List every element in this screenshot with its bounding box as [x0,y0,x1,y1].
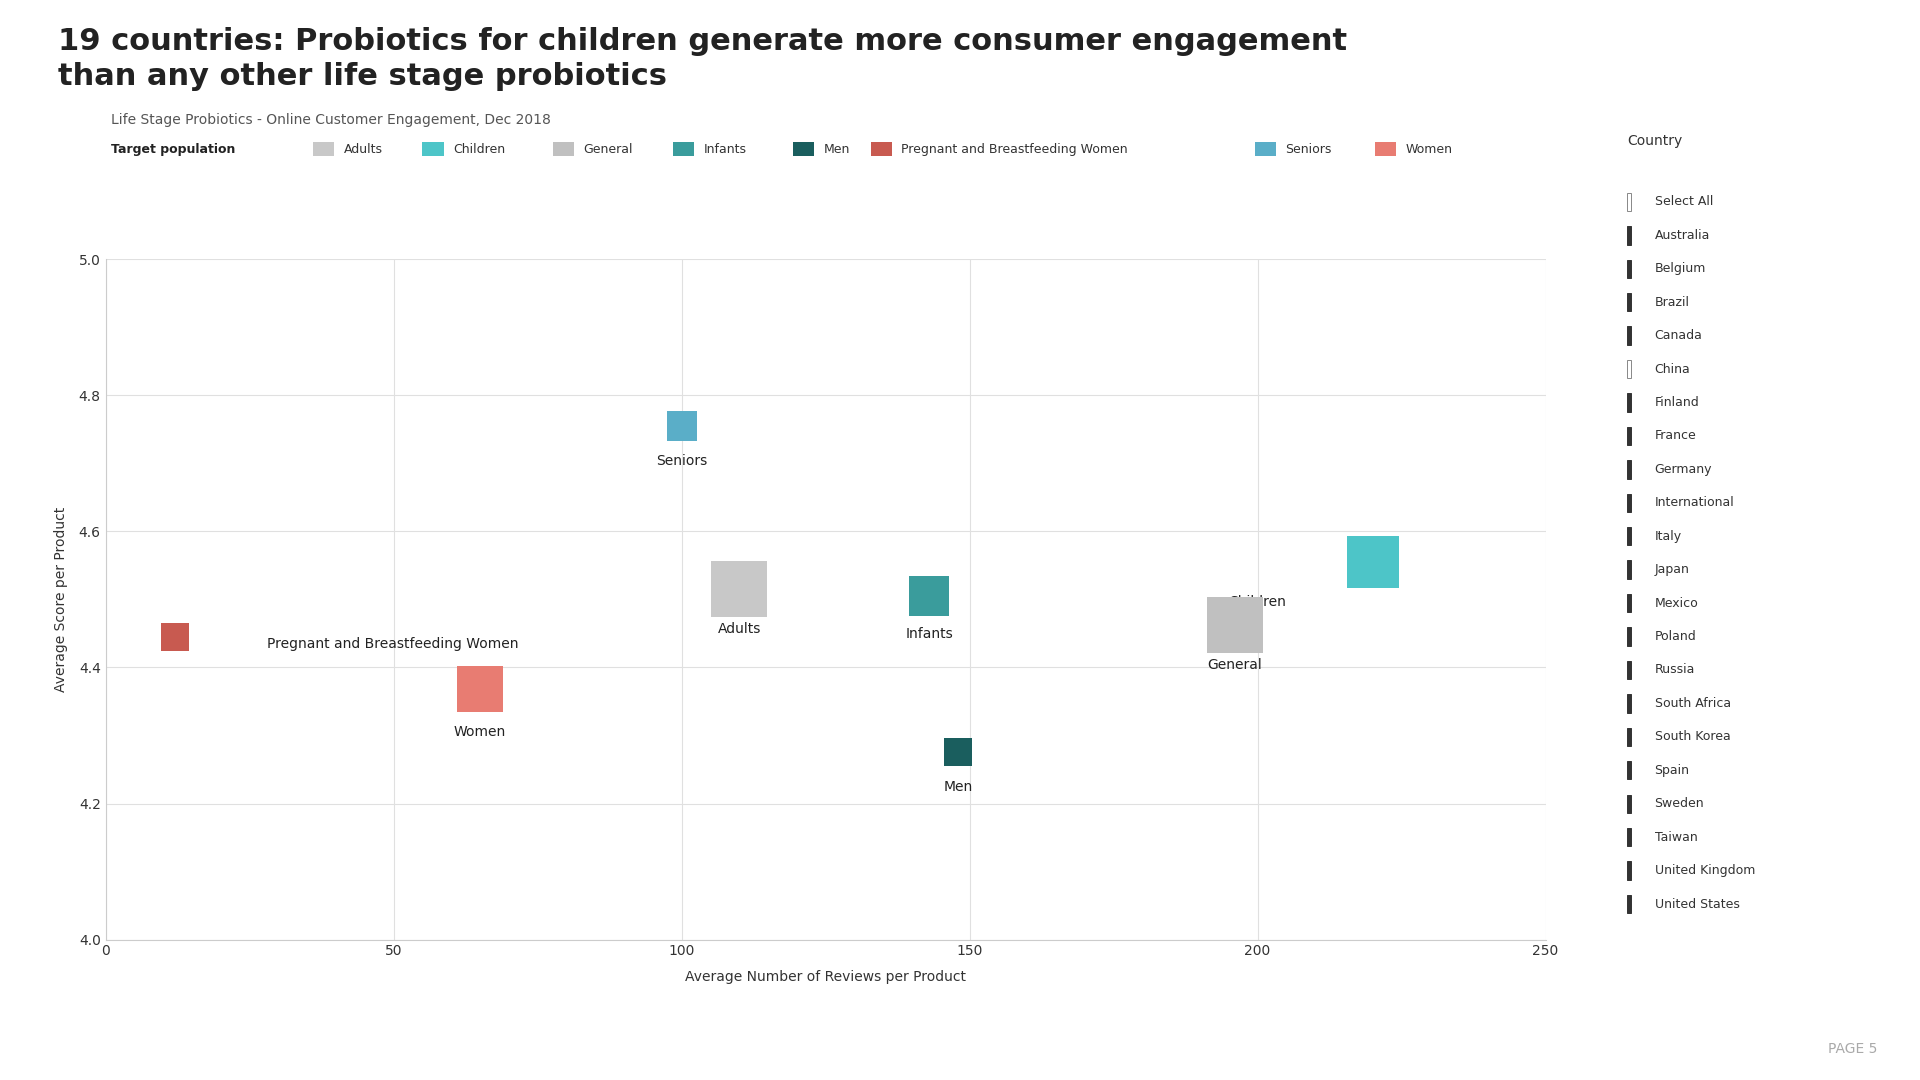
Text: Brazil: Brazil [1655,296,1690,309]
FancyBboxPatch shape [553,141,574,156]
Text: Country: Country [1628,134,1682,148]
FancyBboxPatch shape [1628,460,1632,478]
Text: Adults: Adults [718,622,760,636]
Point [1357,553,1388,570]
FancyBboxPatch shape [1628,427,1632,445]
Text: Poland: Poland [1655,630,1695,643]
FancyBboxPatch shape [1256,141,1275,156]
X-axis label: Average Number of Reviews per Product: Average Number of Reviews per Product [685,970,966,984]
Text: Women: Women [453,725,507,739]
Text: Australia: Australia [1655,229,1711,242]
Text: Taiwan: Taiwan [1655,831,1697,843]
FancyBboxPatch shape [1628,226,1632,244]
Text: International: International [1655,497,1734,510]
Text: Select All: Select All [1655,195,1713,208]
Text: Spain: Spain [1655,764,1690,777]
Text: Infants: Infants [705,143,747,156]
FancyBboxPatch shape [1628,728,1632,746]
Text: General: General [1208,658,1261,672]
FancyBboxPatch shape [422,141,444,156]
Text: Seniors: Seniors [657,455,707,469]
FancyBboxPatch shape [1628,761,1632,780]
Text: South Korea: South Korea [1655,730,1730,743]
FancyBboxPatch shape [1628,627,1632,646]
FancyBboxPatch shape [793,141,814,156]
Text: Intelligence: Intelligence [138,1049,196,1058]
FancyBboxPatch shape [1628,494,1632,512]
FancyBboxPatch shape [1628,259,1632,278]
Text: Germany: Germany [1655,463,1713,476]
Text: Canada: Canada [1655,329,1703,342]
Text: Pregnant and Breastfeeding Women: Pregnant and Breastfeeding Women [902,143,1129,156]
Text: Adults: Adults [344,143,382,156]
FancyBboxPatch shape [1628,527,1632,545]
Point [666,417,697,434]
Text: Belgium: Belgium [1655,262,1705,275]
Point [914,588,945,605]
FancyBboxPatch shape [1628,862,1632,880]
Point [1219,617,1250,634]
FancyBboxPatch shape [1628,828,1632,847]
Text: Seniors: Seniors [1286,143,1332,156]
Text: Life Stage Probiotics - Online Customer Engagement, Dec 2018: Life Stage Probiotics - Online Customer … [111,113,551,127]
FancyBboxPatch shape [872,141,891,156]
FancyBboxPatch shape [1628,895,1632,914]
FancyBboxPatch shape [1375,141,1396,156]
Text: Men: Men [824,143,851,156]
FancyBboxPatch shape [1628,326,1632,345]
FancyBboxPatch shape [1628,694,1632,713]
Point [465,680,495,698]
Text: South Africa: South Africa [1655,697,1730,710]
Text: Mexico: Mexico [1655,596,1699,609]
Text: Sweden: Sweden [1655,797,1705,810]
Point [943,744,973,761]
FancyBboxPatch shape [1628,393,1632,411]
Text: Target population: Target population [111,143,236,156]
FancyBboxPatch shape [1628,293,1632,311]
Text: 19 countries: Probiotics for children generate more consumer engagement
than any: 19 countries: Probiotics for children ge… [58,27,1346,91]
Text: Japan: Japan [1655,563,1690,576]
Text: General: General [584,143,634,156]
Text: China: China [1655,363,1690,376]
Text: Lumina: Lumina [42,1041,106,1056]
FancyBboxPatch shape [1628,594,1632,612]
FancyBboxPatch shape [1628,661,1632,679]
Text: Men: Men [943,780,973,794]
Y-axis label: Average Score per Product: Average Score per Product [54,507,67,692]
Text: Finland: Finland [1655,396,1699,409]
FancyBboxPatch shape [674,141,695,156]
Text: Pregnant and Breastfeeding Women: Pregnant and Breastfeeding Women [267,637,518,651]
Text: Italy: Italy [1655,530,1682,543]
FancyBboxPatch shape [1628,360,1632,378]
FancyBboxPatch shape [313,141,334,156]
Text: United Kingdom: United Kingdom [1655,864,1755,877]
Text: France: France [1655,430,1695,443]
Text: United States: United States [1655,897,1740,910]
FancyBboxPatch shape [1628,795,1632,813]
Text: Russia: Russia [1655,663,1695,676]
Point [724,581,755,598]
Text: Women: Women [1405,143,1452,156]
FancyBboxPatch shape [1628,561,1632,579]
Point [159,629,190,646]
Text: Children: Children [1229,595,1286,609]
Text: Infants: Infants [906,626,952,640]
Text: PAGE 5: PAGE 5 [1828,1042,1878,1056]
FancyBboxPatch shape [1628,192,1632,211]
Text: Children: Children [453,143,505,156]
